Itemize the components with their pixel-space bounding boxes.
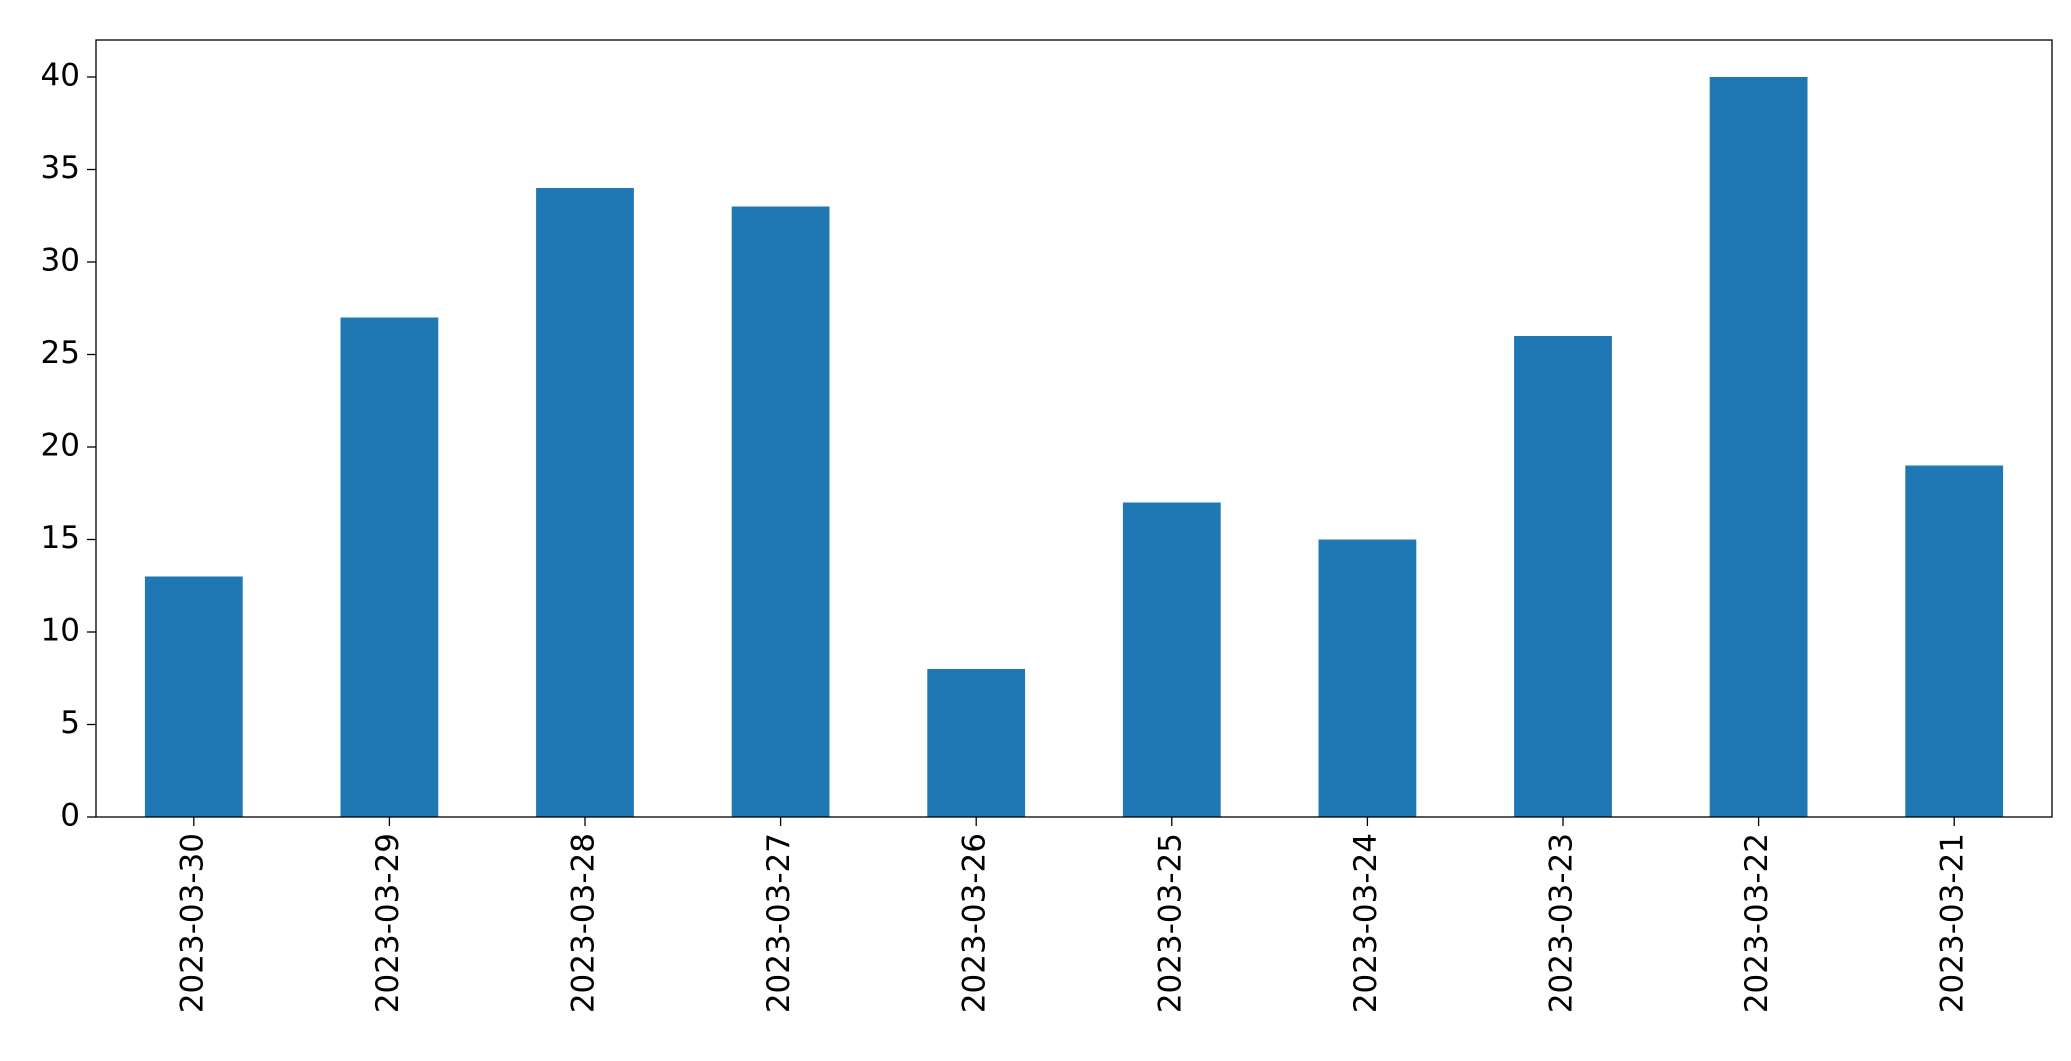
x-tick-label: 2023-03-23 (1544, 833, 1580, 1013)
x-tick-label: 2023-03-22 (1739, 833, 1775, 1013)
x-tick-label: 2023-03-26 (957, 833, 993, 1013)
bar (1514, 336, 1612, 817)
bar (1318, 539, 1417, 817)
y-tick-label: 5 (60, 705, 80, 741)
bar (731, 206, 830, 817)
x-tick-label: 2023-03-29 (370, 833, 406, 1013)
y-tick-label: 0 (60, 798, 80, 834)
x-tick-label: 2023-03-21 (1935, 833, 1971, 1013)
x-tick-label: 2023-03-24 (1348, 833, 1384, 1013)
bar (1709, 77, 1808, 817)
bar (340, 317, 439, 817)
x-tick-label: 2023-03-27 (761, 833, 797, 1013)
y-tick-label: 35 (41, 150, 80, 186)
x-tick-label: 2023-03-28 (566, 833, 602, 1013)
plot-frame (95, 39, 2053, 818)
bar (144, 576, 243, 817)
y-tick-label: 10 (41, 613, 80, 649)
bar (1122, 502, 1221, 817)
x-tick-label: 2023-03-25 (1152, 833, 1188, 1013)
x-tick-label: 2023-03-30 (174, 833, 210, 1013)
y-tick-label: 30 (41, 243, 80, 279)
y-tick-label: 15 (41, 520, 80, 556)
bar (1905, 465, 2004, 817)
y-tick-label: 20 (41, 428, 80, 464)
bar (536, 188, 634, 817)
bar (927, 669, 1026, 817)
y-tick-label: 25 (41, 335, 80, 371)
y-tick-label: 40 (41, 58, 80, 94)
